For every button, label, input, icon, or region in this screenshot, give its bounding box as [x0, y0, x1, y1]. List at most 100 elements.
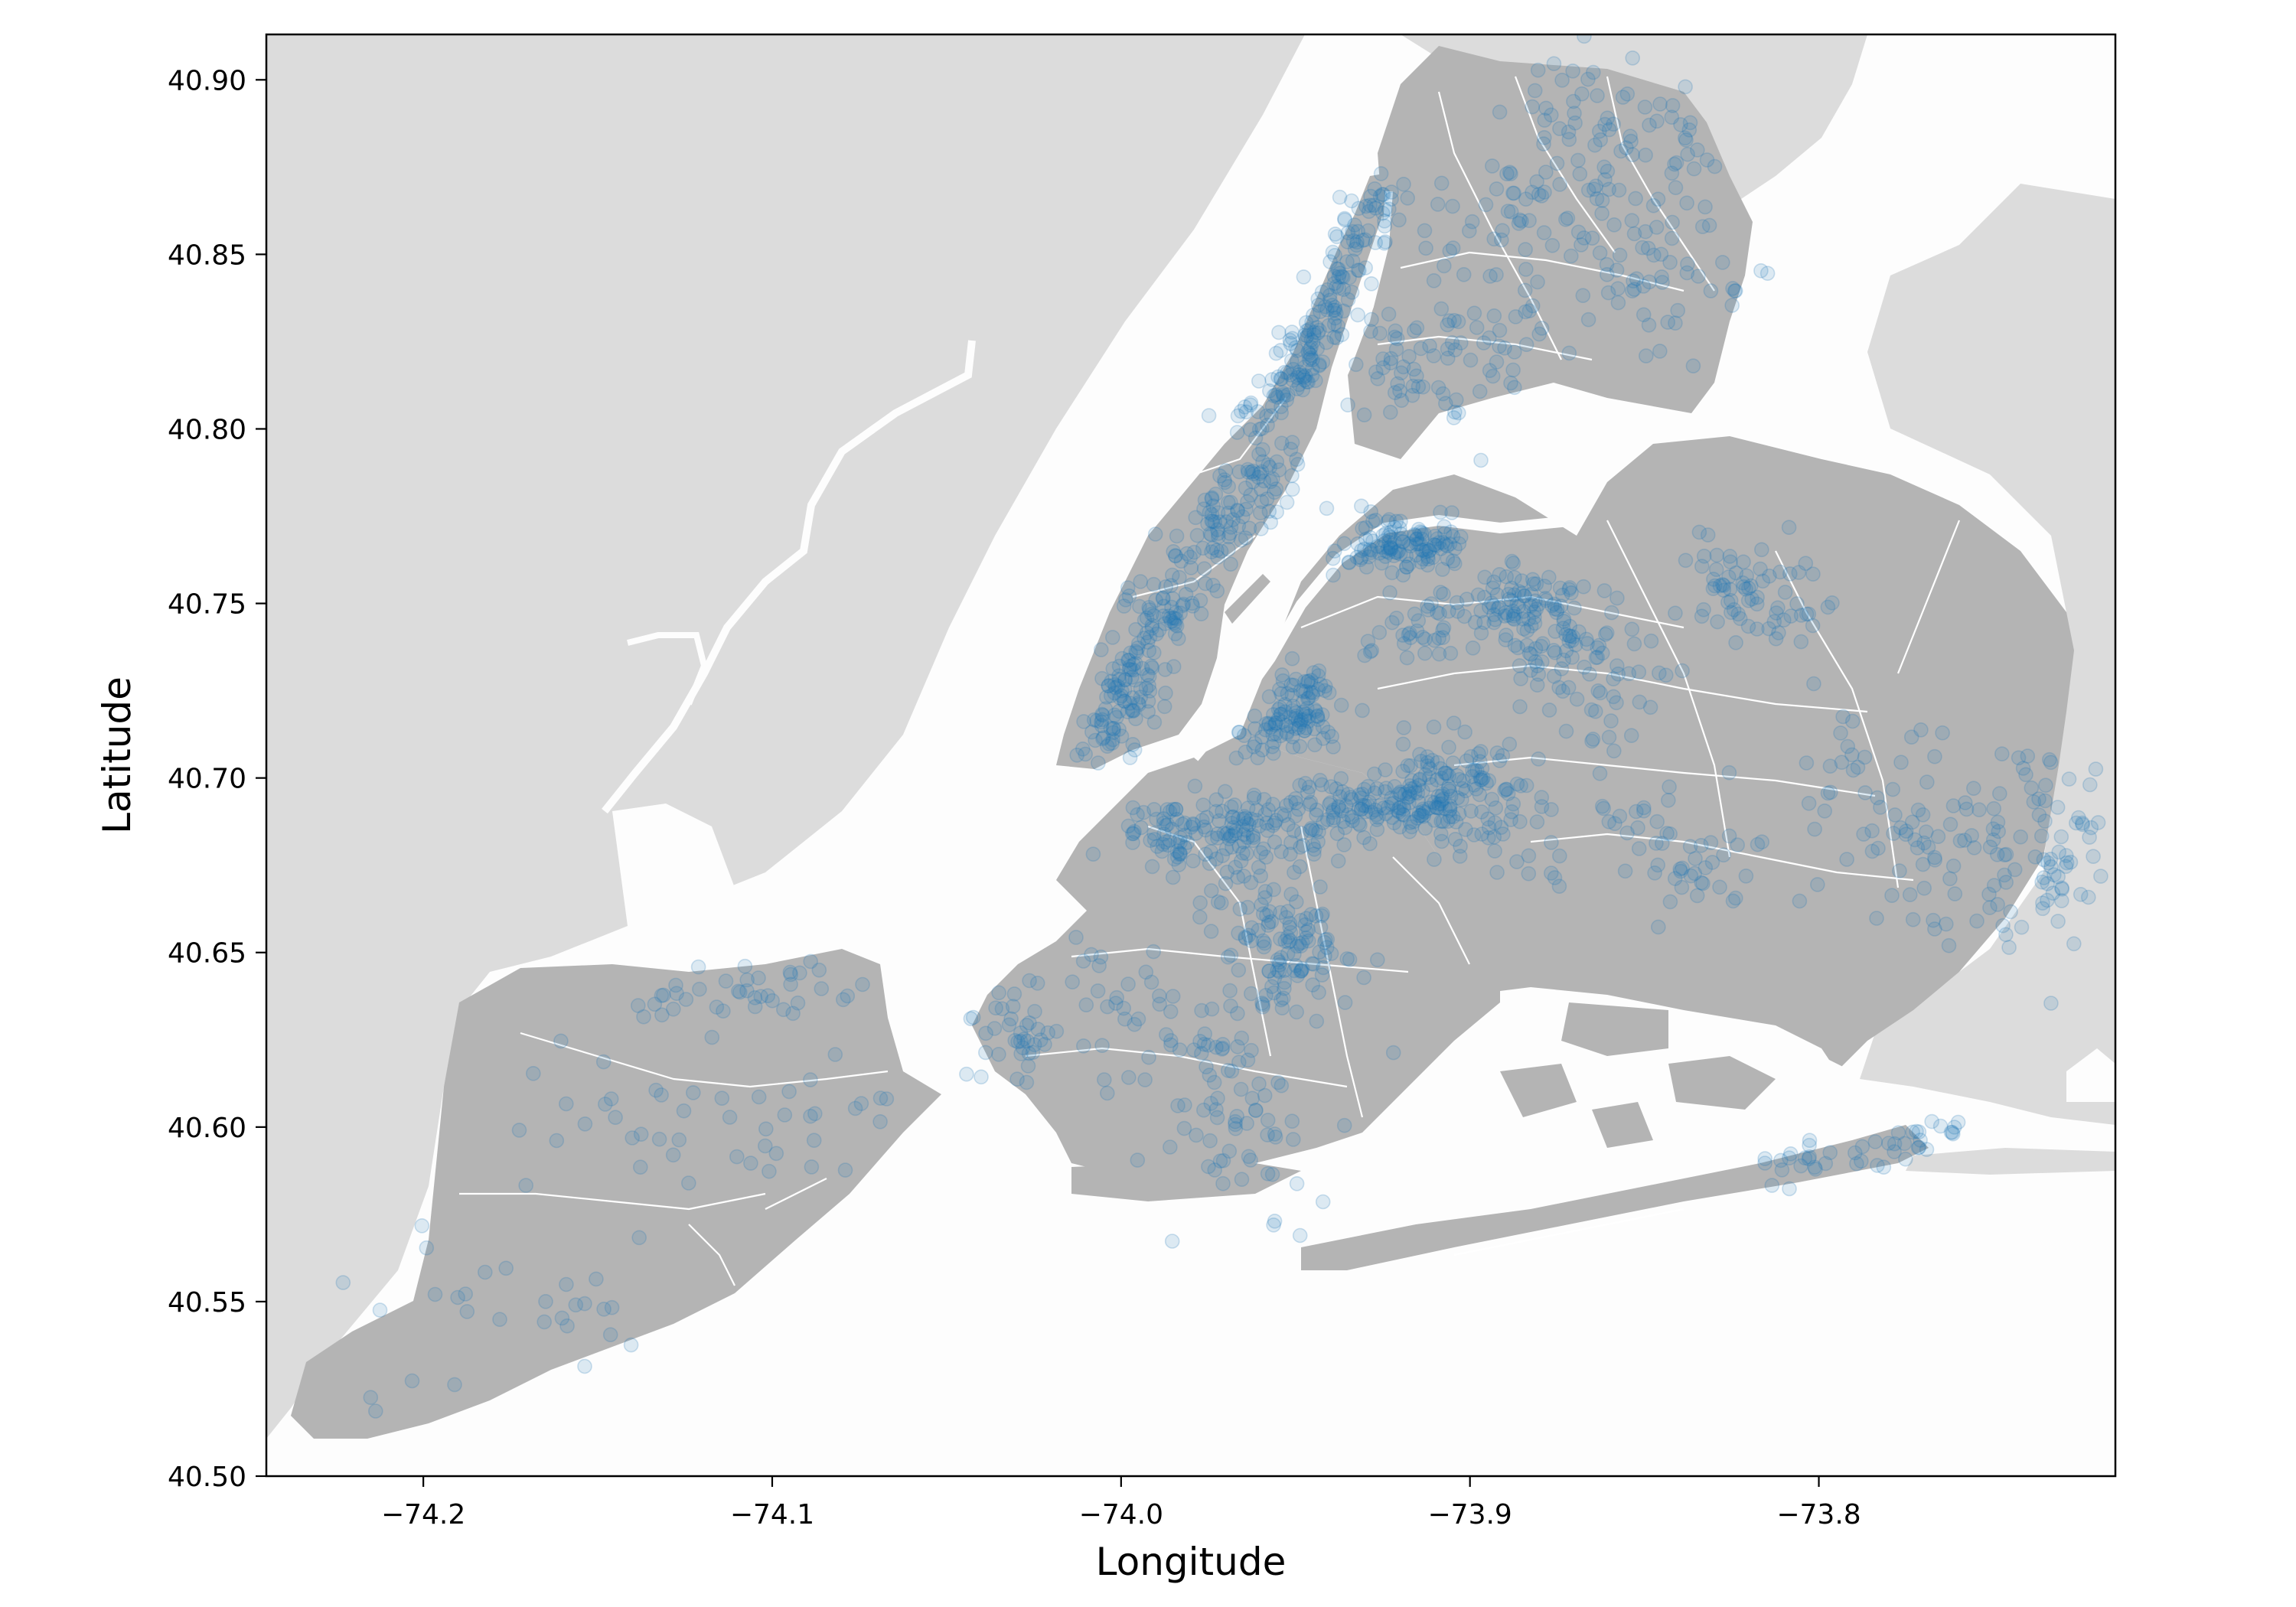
scatter-point [1194, 1002, 1209, 1019]
scatter-point [1558, 627, 1574, 643]
scatter-point [1322, 292, 1338, 308]
scatter-point [1009, 1071, 1025, 1087]
scatter-point [1243, 395, 1259, 411]
scatter-point [1325, 804, 1341, 820]
scatter-point [1453, 529, 1469, 545]
scatter-point [1237, 399, 1253, 415]
scatter-point [1990, 897, 2005, 912]
scatter-point [1404, 387, 1420, 403]
scatter-point [625, 1130, 641, 1146]
scatter-point [2075, 817, 2090, 833]
scatter-point [1864, 843, 1880, 859]
scatter-point [1234, 1030, 1250, 1046]
scatter-point [1528, 576, 1544, 592]
scatter-point [1280, 934, 1296, 950]
scatter-point [1126, 702, 1142, 719]
scatter-point [807, 1106, 823, 1122]
scatter-point [1274, 399, 1289, 415]
scatter-point [608, 1110, 623, 1125]
scatter-point [1384, 184, 1399, 200]
scatter-point [1710, 614, 1725, 630]
scatter-point [1361, 223, 1376, 239]
scatter-point [1230, 408, 1246, 424]
scatter-point [1606, 671, 1621, 687]
scatter-point [1101, 736, 1117, 751]
scatter-point [1417, 804, 1433, 820]
scatter-point [1384, 565, 1400, 581]
scatter-point [1793, 608, 1809, 623]
scatter-point [1101, 678, 1116, 694]
scatter-point [1228, 826, 1243, 842]
scatter-point [1673, 117, 1688, 132]
scatter-point [1322, 288, 1338, 303]
scatter-point [1304, 956, 1320, 971]
scatter-point [1189, 1127, 1204, 1143]
scatter-point [1199, 1059, 1214, 1074]
scatter-point [1163, 1139, 1178, 1155]
scatter-point [1448, 814, 1464, 830]
scatter-point [1300, 784, 1316, 800]
scatter-point [1714, 577, 1730, 592]
scatter-point [1728, 890, 1743, 906]
scatter-point [1463, 804, 1479, 819]
scatter-point [492, 1312, 507, 1327]
scatter-point [1445, 755, 1461, 771]
scatter-point [1040, 1025, 1055, 1041]
scatter-point [1870, 1158, 1885, 1173]
scatter-point [1518, 304, 1533, 320]
scatter-point [1554, 587, 1570, 603]
scatter-point [1430, 605, 1445, 621]
scatter-point [1247, 735, 1263, 751]
scatter-point [554, 1310, 570, 1326]
scatter-point [1289, 894, 1304, 910]
scatter-point [1127, 1016, 1143, 1032]
scatter-point [1378, 543, 1394, 559]
scatter-point [1251, 859, 1267, 875]
scatter-point [671, 1132, 687, 1148]
scatter-point [1352, 552, 1368, 568]
scatter-point [1799, 606, 1815, 622]
scatter-point [1177, 839, 1192, 856]
scatter-point [1623, 133, 1639, 149]
y-tick-label: 40.70 [168, 764, 246, 795]
scatter-point [1246, 466, 1261, 482]
scatter-point [1327, 247, 1342, 263]
scatter-point [1007, 1032, 1022, 1048]
scatter-point [792, 965, 807, 981]
scatter-point [1643, 633, 1659, 649]
scatter-point [1945, 1126, 1961, 1142]
scatter-point [1326, 302, 1342, 318]
scatter-point [1694, 608, 1710, 624]
scatter-point [783, 966, 798, 983]
scatter-point [1215, 1041, 1230, 1057]
scatter-point [1383, 350, 1399, 367]
scatter-point [1293, 963, 1309, 978]
scatter-point [1782, 1181, 1797, 1197]
scatter-point [1505, 796, 1521, 812]
scatter-point [1641, 317, 1657, 333]
scatter-point [1716, 847, 1731, 863]
scatter-point [1279, 724, 1295, 740]
scatter-point [1629, 271, 1645, 287]
scatter-point [1531, 187, 1547, 202]
scatter-point [1149, 811, 1164, 827]
scatter-point [1913, 722, 1929, 738]
scatter-point [1409, 320, 1425, 336]
scatter-point [1260, 823, 1275, 838]
scatter-point [1363, 188, 1378, 204]
scatter-point [665, 1147, 681, 1163]
scatter-point [1789, 596, 1805, 611]
scatter-point [1111, 658, 1127, 674]
scatter-point [2043, 852, 2059, 867]
scatter-point [1239, 1116, 1254, 1131]
scatter-point [1422, 543, 1437, 559]
scatter-point [1442, 536, 1458, 552]
scatter-point [1422, 770, 1437, 785]
scatter-point [1244, 933, 1259, 949]
scatter-point [1208, 1039, 1224, 1055]
scatter-point [1160, 837, 1176, 853]
scatter-point [1401, 556, 1417, 572]
scatter-point [1201, 1159, 1216, 1175]
scatter-point [1254, 481, 1269, 497]
scatter-point [1144, 660, 1160, 676]
